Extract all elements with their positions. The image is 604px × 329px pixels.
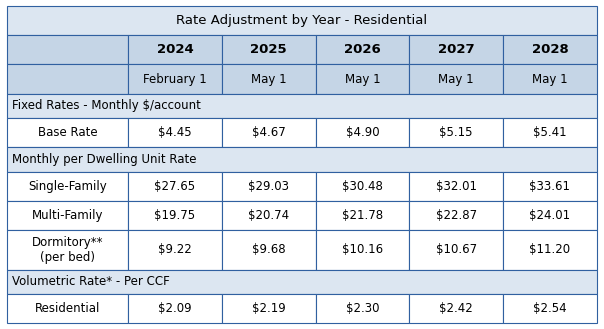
Bar [315, 294, 410, 323]
Bar [222, 118, 315, 147]
Text: $5.41: $5.41 [533, 126, 567, 139]
Text: May 1: May 1 [251, 73, 286, 86]
Bar [410, 294, 503, 323]
Text: $11.20: $11.20 [529, 243, 570, 256]
Text: Volumetric Rate* - Per CCF: Volumetric Rate* - Per CCF [12, 275, 170, 288]
Bar [128, 172, 222, 201]
Text: $9.22: $9.22 [158, 243, 192, 256]
Text: 2027: 2027 [438, 43, 475, 56]
Text: $27.65: $27.65 [155, 180, 196, 193]
Text: Monthly per Dwelling Unit Rate: Monthly per Dwelling Unit Rate [12, 153, 196, 166]
Bar [315, 64, 410, 94]
Bar [7, 94, 597, 118]
Bar [410, 64, 503, 94]
Bar [7, 147, 597, 172]
Text: $30.48: $30.48 [342, 180, 383, 193]
Text: $29.03: $29.03 [248, 180, 289, 193]
Bar [503, 294, 597, 323]
Text: 2026: 2026 [344, 43, 381, 56]
Text: May 1: May 1 [532, 73, 568, 86]
Text: $24.01: $24.01 [529, 209, 570, 222]
Text: $4.67: $4.67 [252, 126, 286, 139]
Text: $9.68: $9.68 [252, 243, 286, 256]
Text: 2025: 2025 [251, 43, 287, 56]
Bar [503, 64, 597, 94]
Bar [222, 64, 315, 94]
Bar [315, 230, 410, 269]
Bar [7, 118, 128, 147]
Text: $20.74: $20.74 [248, 209, 289, 222]
Text: $2.09: $2.09 [158, 302, 192, 315]
Bar [503, 230, 597, 269]
Bar [128, 201, 222, 230]
Text: $32.01: $32.01 [435, 180, 477, 193]
Bar [128, 294, 222, 323]
Bar [503, 35, 597, 64]
Text: Fixed Rates - Monthly $/account: Fixed Rates - Monthly $/account [12, 99, 201, 113]
Bar [7, 230, 128, 269]
Bar [410, 35, 503, 64]
Bar [7, 64, 128, 94]
Text: May 1: May 1 [345, 73, 381, 86]
Bar [7, 172, 128, 201]
Text: $2.30: $2.30 [345, 302, 379, 315]
Text: February 1: February 1 [143, 73, 207, 86]
Text: $4.45: $4.45 [158, 126, 192, 139]
Bar [128, 118, 222, 147]
Bar [128, 230, 222, 269]
Text: 2024: 2024 [156, 43, 193, 56]
Bar [222, 294, 315, 323]
Text: Single-Family: Single-Family [28, 180, 107, 193]
Text: $19.75: $19.75 [155, 209, 196, 222]
Bar [128, 35, 222, 64]
Bar [410, 230, 503, 269]
Bar [410, 172, 503, 201]
Bar [7, 6, 597, 35]
Text: Base Rate: Base Rate [38, 126, 97, 139]
Bar [128, 64, 222, 94]
Bar [503, 118, 597, 147]
Bar [503, 172, 597, 201]
Bar [315, 172, 410, 201]
Text: May 1: May 1 [439, 73, 474, 86]
Text: 2028: 2028 [532, 43, 568, 56]
Text: Rate Adjustment by Year - Residential: Rate Adjustment by Year - Residential [176, 14, 428, 27]
Bar [7, 201, 128, 230]
Text: $2.54: $2.54 [533, 302, 567, 315]
Text: $21.78: $21.78 [342, 209, 383, 222]
Text: $10.16: $10.16 [342, 243, 383, 256]
Text: $2.19: $2.19 [252, 302, 286, 315]
Bar [315, 35, 410, 64]
Text: $10.67: $10.67 [435, 243, 477, 256]
Bar [503, 201, 597, 230]
Text: $5.15: $5.15 [439, 126, 473, 139]
Text: Dormitory**
(per bed): Dormitory** (per bed) [32, 236, 103, 264]
Text: $2.42: $2.42 [439, 302, 473, 315]
Bar [222, 35, 315, 64]
Bar [222, 230, 315, 269]
Bar [410, 118, 503, 147]
Bar [7, 294, 128, 323]
Bar [7, 269, 597, 294]
Text: $33.61: $33.61 [529, 180, 570, 193]
Text: Multi-Family: Multi-Family [32, 209, 103, 222]
Text: $22.87: $22.87 [435, 209, 477, 222]
Bar [222, 201, 315, 230]
Bar [410, 201, 503, 230]
Bar [222, 172, 315, 201]
Bar [7, 35, 128, 64]
Bar [315, 118, 410, 147]
Text: $4.90: $4.90 [345, 126, 379, 139]
Text: Residential: Residential [35, 302, 100, 315]
Bar [315, 201, 410, 230]
